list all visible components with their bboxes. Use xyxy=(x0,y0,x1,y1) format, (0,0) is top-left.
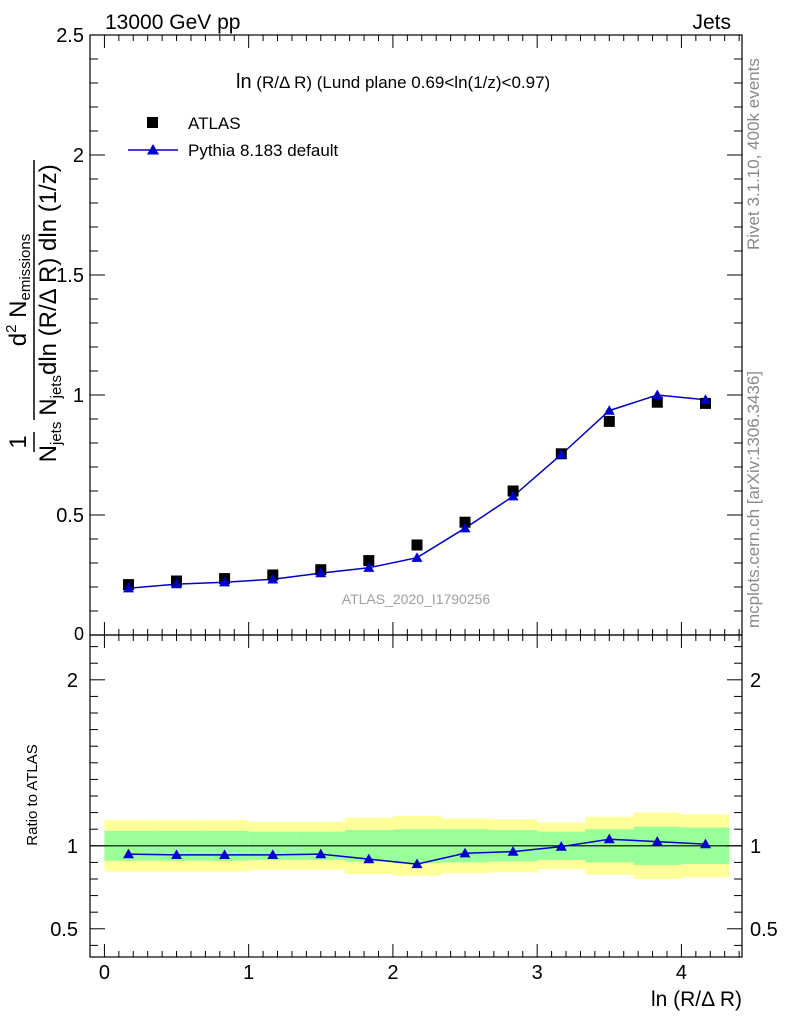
ratio-panel: 0 1 2 3 4 0.5 0.5 1 1 2 2 xyxy=(50,634,778,984)
legend-atlas-label: ATLAS xyxy=(188,114,241,133)
ratio-y-tick-label-right: 1 xyxy=(750,836,761,858)
ratio-pythia-point xyxy=(171,849,183,860)
y-tick-label: 0.5 xyxy=(56,505,84,527)
ylabel-numerator: d2 Nemissions xyxy=(3,234,34,346)
legend-pythia-label: Pythia 8.183 default xyxy=(188,141,339,160)
ratio-bands xyxy=(90,812,742,879)
atlas-point xyxy=(651,396,663,408)
mcplots-side-label: mcplots.cern.ch [arXiv:1306.3436] xyxy=(744,370,763,628)
x-tick-label: 0 xyxy=(99,962,110,984)
legend-atlas-marker xyxy=(147,117,158,128)
ratio-y-axis-label: Ratio to ATLAS xyxy=(24,744,41,845)
pythia-point xyxy=(267,573,279,584)
main-axes: 0 0.5 1 1.5 2 2.5 xyxy=(56,25,743,644)
main-marks xyxy=(123,389,712,593)
ratio-y-tick-label: 2 xyxy=(67,670,78,692)
ratio-pythia-point xyxy=(315,848,327,859)
rivet-side-label: Rivet 3.1.10, 400k events xyxy=(744,58,763,250)
ratio-frame xyxy=(89,634,743,958)
pythia-point xyxy=(555,449,567,459)
atlas-point xyxy=(603,415,615,427)
pythia-point xyxy=(651,389,663,400)
ylabel-prefix: 1 xyxy=(5,435,32,448)
y-tick-label: 1 xyxy=(73,385,84,407)
pythia-point xyxy=(507,490,519,501)
pythia-point xyxy=(700,394,712,404)
y-tick-label: 2 xyxy=(73,145,84,167)
x-tick-label: 1 xyxy=(243,962,254,984)
ratio-y-tick-label: 1 xyxy=(67,836,78,858)
pythia-point xyxy=(123,582,135,593)
ratio-marks xyxy=(123,833,712,869)
header-right-label: Jets xyxy=(692,11,731,34)
x-tick-label: 3 xyxy=(532,962,543,984)
main-panel: ln (R/Δ R) (Lund plane 0.69<ln(1/z)<0.97… xyxy=(56,25,743,644)
ratio-pythia-point xyxy=(123,848,135,859)
ratio-pythia-point xyxy=(411,858,423,869)
ratio-y-tick-label: 0.5 xyxy=(50,919,78,941)
atlas-point xyxy=(459,516,471,528)
ylabel-denominator: Njetsdln (R/Δ R) dln (1/z) xyxy=(35,164,65,415)
ratio-y-tick-label-right: 0.5 xyxy=(750,919,778,941)
ratio-pythia-point xyxy=(363,853,375,864)
pythia-point xyxy=(219,576,231,587)
ylabel-prefix-denominator: Njets xyxy=(35,422,65,463)
ratio-y-tick-label-right: 2 xyxy=(750,670,761,692)
y-tick-label: 0 xyxy=(74,624,84,644)
ratio-pythia-point xyxy=(219,849,231,860)
atlas-point xyxy=(363,555,375,567)
pythia-point xyxy=(171,578,183,589)
ratio-pythia-point xyxy=(700,838,712,849)
y-tick-label: 2.5 xyxy=(56,25,84,47)
main-y-axis-label: d2 Nemissions Njetsdln (R/Δ R) dln (1/z)… xyxy=(3,160,65,462)
y-tick-label: 1.5 xyxy=(56,265,84,287)
ratio-pythia-point xyxy=(507,846,519,856)
legend-pythia-marker xyxy=(147,144,159,155)
ratio-pythia-point xyxy=(555,841,567,851)
atlas-point xyxy=(411,539,423,551)
x-axis-label: ln (R/Δ R) xyxy=(651,988,742,1011)
pythia-point xyxy=(411,552,423,562)
legend: ATLAS Pythia 8.183 default xyxy=(128,114,339,160)
pythia-point xyxy=(603,405,615,415)
ratio-pythia-point xyxy=(459,847,471,858)
ratio-pythia-point xyxy=(267,849,279,860)
x-tick-label: 4 xyxy=(676,962,687,984)
ratio-pythia-point xyxy=(651,836,663,846)
ratio-axes: 0 1 2 3 4 0.5 0.5 1 1 2 2 xyxy=(50,634,778,984)
header-left-label: 13000 GeV pp xyxy=(105,11,240,34)
ratio-pythia-point xyxy=(603,833,615,844)
pythia-point xyxy=(315,567,327,578)
pythia-point xyxy=(459,522,471,533)
main-title: ln (R/Δ R) (Lund plane 0.69<ln(1/z)<0.97… xyxy=(236,71,550,93)
analysis-watermark: ATLAS_2020_I1790256 xyxy=(342,591,491,607)
x-tick-label: 2 xyxy=(387,962,398,984)
pythia-point xyxy=(363,562,375,572)
